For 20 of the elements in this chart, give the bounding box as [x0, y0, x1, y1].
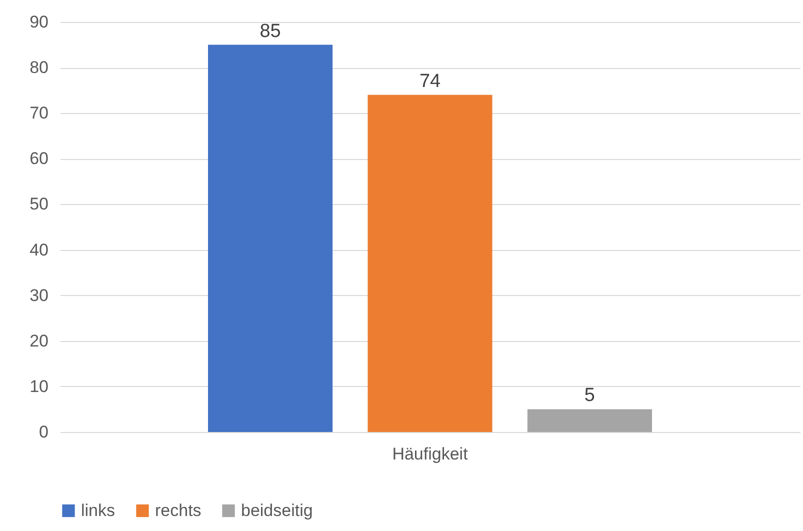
y-tick-label: 80	[30, 58, 48, 78]
y-tick-label: 40	[30, 240, 48, 260]
legend-label: rechts	[155, 500, 202, 520]
y-tick-label: 20	[30, 331, 48, 350]
data-label: 5	[584, 385, 595, 406]
bar	[368, 94, 492, 432]
y-tick-label: 50	[30, 194, 48, 214]
y-tick-label: 30	[30, 286, 48, 305]
y-tick-label: 90	[30, 12, 48, 32]
y-tick-label: 10	[30, 376, 48, 396]
legend-label: beidseitig	[241, 500, 313, 520]
data-label: 74	[419, 70, 441, 92]
bar	[208, 44, 333, 432]
x-tick-label: Häufigkeit	[392, 444, 468, 464]
data-label: 85	[260, 20, 281, 42]
bar	[527, 409, 652, 432]
y-tick-label: 70	[30, 104, 48, 123]
legend-label: links	[81, 500, 116, 520]
y-tick-label: 0	[39, 422, 48, 442]
y-tick-label: 60	[30, 149, 48, 168]
